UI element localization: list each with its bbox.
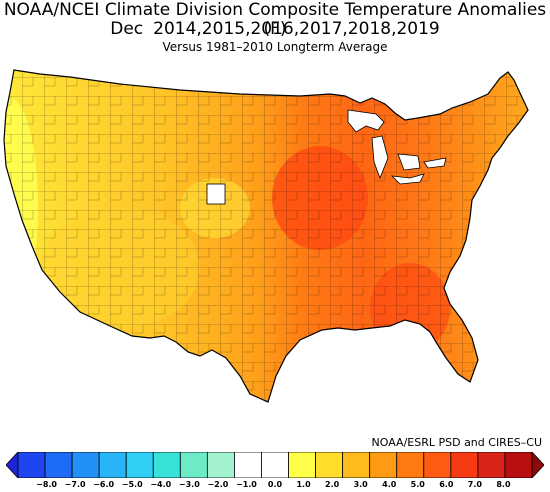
map-title: NOAA/NCEI Climate Division Composite Tem… xyxy=(3,0,547,39)
legend-swatch xyxy=(315,452,344,478)
legend-swatch xyxy=(125,452,154,478)
legend-swatch xyxy=(6,452,19,478)
legend-swatch xyxy=(531,452,544,478)
legend-tick-labels: −8.0 −7.0 −6.0 −5.0 −4.0 −3.0 −2.0 −1.0 0.0 1.0 2.… xyxy=(0,480,550,492)
legend-tick-label: 6.0 xyxy=(439,480,454,489)
subtitle-years: 2014,2015,2016,2017,2018,2019 xyxy=(153,19,440,39)
legend-swatch xyxy=(450,452,479,478)
legend-swatch xyxy=(152,452,181,478)
legend-swatch xyxy=(261,452,289,478)
legend-swatch xyxy=(234,452,262,478)
legend-swatch xyxy=(44,452,73,478)
legend-swatch xyxy=(179,452,208,478)
color-legend xyxy=(6,452,544,478)
legend-tick-label: −6.0 xyxy=(93,480,115,489)
legend-tick-label: −3.0 xyxy=(178,480,200,489)
legend-tick-label: −8.0 xyxy=(36,480,57,489)
credit-label: NOAA/ESRL PSD and CIRES–CU xyxy=(371,436,542,449)
legend-tick-label: 7.0 xyxy=(467,480,482,489)
great-lakes xyxy=(347,109,447,185)
legend-tick-label: 8.0 xyxy=(496,480,511,489)
map-caption: Versus 1981–2010 Longterm Average xyxy=(162,40,388,54)
legend-tick-label: −2.0 xyxy=(207,480,229,489)
legend-swatch xyxy=(98,452,127,478)
legend-tick-label: 2.0 xyxy=(325,480,340,489)
legend-swatch xyxy=(71,452,100,478)
zero-anomaly-division xyxy=(206,183,226,205)
legend-tick-label: 3.0 xyxy=(353,480,368,489)
legend-swatch xyxy=(17,452,46,478)
legend-tick-label: −4.0 xyxy=(150,480,172,489)
legend-swatch xyxy=(369,452,398,478)
legend-swatch xyxy=(423,452,452,478)
legend-tick-label: −1.0 xyxy=(236,480,257,489)
legend-swatch xyxy=(206,452,235,478)
legend-tick-label: 5.0 xyxy=(410,480,425,489)
legend-swatch xyxy=(477,452,506,478)
legend-swatch xyxy=(288,452,316,478)
legend-tick-label: 4.0 xyxy=(382,480,397,489)
map-subtitle: Dec 2014,2015,2016,2017,2018,2019 xyxy=(0,20,550,39)
subtitle-month: Dec xyxy=(110,19,144,39)
legend-tick-label: 1.0 xyxy=(296,480,311,489)
us-anomaly-map xyxy=(3,69,529,403)
legend-tick-label: 0.0 xyxy=(267,480,283,489)
legend-swatch xyxy=(342,452,371,478)
legend-swatch xyxy=(396,452,425,478)
legend-tick-label: −7.0 xyxy=(64,480,86,489)
legend-swatch xyxy=(504,452,533,478)
legend-tick-label: −5.0 xyxy=(121,480,143,489)
